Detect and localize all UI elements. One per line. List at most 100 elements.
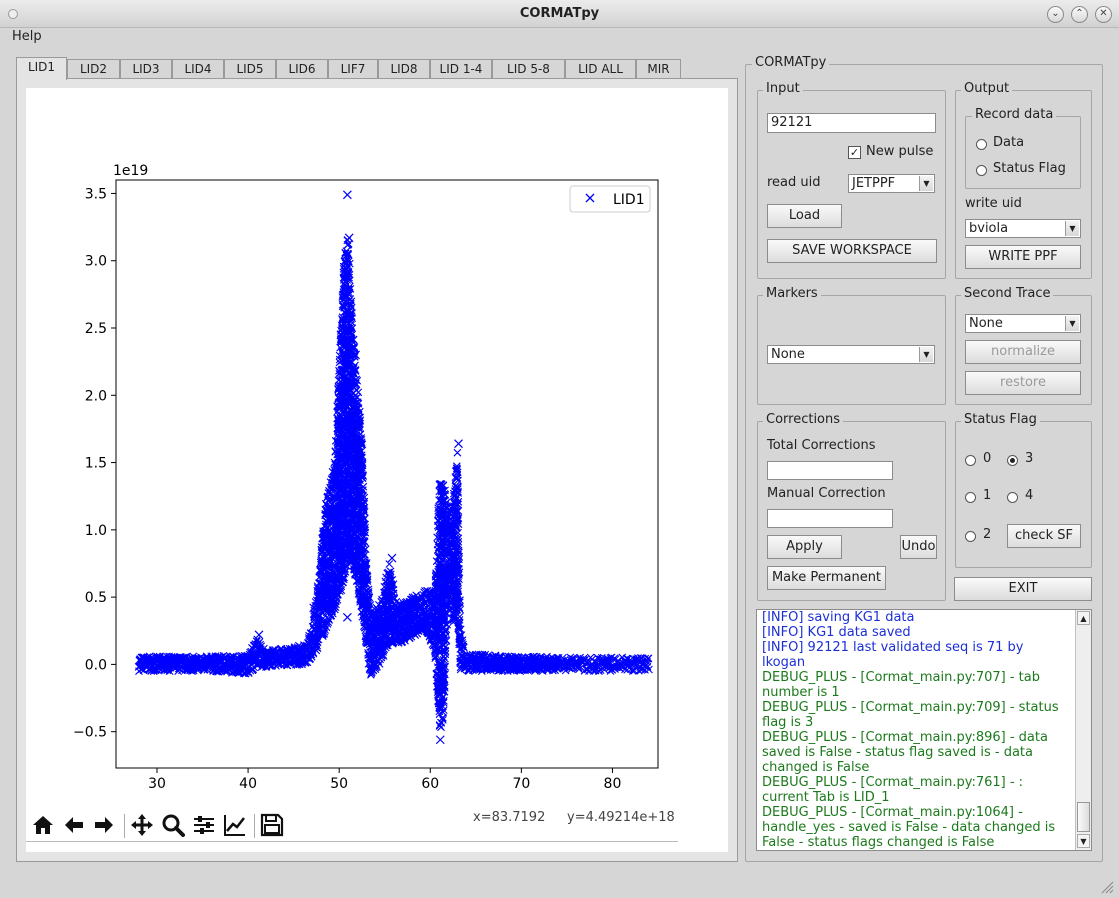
log-lines: [INFO] saving KG1 data [INFO] KG1 data sa… <box>762 610 1068 850</box>
scroll-thumb[interactable] <box>1077 802 1090 832</box>
markers-group <box>757 295 946 405</box>
status-flag-radio-3[interactable] <box>1007 455 1018 466</box>
y-tick-label: 3.5 <box>85 186 107 202</box>
markers-select[interactable]: None ▼ <box>767 345 935 364</box>
output-group-label: Output <box>961 81 1013 96</box>
second-trace-value: None <box>969 316 1003 331</box>
input-group <box>757 90 946 279</box>
legend-box <box>569 185 651 213</box>
load-button[interactable]: Load <box>767 204 842 228</box>
restore-button[interactable]: restore <box>965 371 1081 395</box>
tab-lid-all[interactable]: LID ALL <box>565 59 636 79</box>
back-icon[interactable] <box>61 812 87 838</box>
lid1-data-point <box>454 439 463 449</box>
chevron-down-icon: ▼ <box>1065 221 1079 236</box>
status-flag-label-0: 0 <box>983 451 992 466</box>
second-trace-group-label: Second Trace <box>961 286 1054 301</box>
record-status-flag-radio[interactable] <box>976 165 987 176</box>
tab-lid2[interactable]: LID2 <box>67 59 120 79</box>
status-flag-radio-1[interactable] <box>965 492 976 503</box>
tab-lid6[interactable]: LID6 <box>276 59 328 79</box>
status-flag-radio-0[interactable] <box>965 455 976 466</box>
chevron-down-icon: ▼ <box>1065 316 1079 331</box>
log-line: DEBUG_PLUS - [Cormat_main.py:707] - tab … <box>762 670 1040 700</box>
status-flag-label-3: 3 <box>1025 451 1034 466</box>
forward-icon[interactable] <box>91 812 117 838</box>
configure-subplots-icon[interactable] <box>191 812 217 838</box>
lid1-data-point <box>342 190 352 200</box>
y-tick-label: 2.5 <box>85 321 107 337</box>
maximize-icon[interactable]: ⌃ <box>1071 6 1088 23</box>
resize-grip-icon[interactable] <box>1100 880 1114 894</box>
home-icon[interactable] <box>30 812 56 838</box>
read-uid-select[interactable]: JETPPF ▼ <box>848 174 935 193</box>
lid1-data-point <box>351 350 360 360</box>
check-sf-button[interactable]: check SF <box>1007 524 1081 548</box>
tab-lid1[interactable]: LID1 <box>16 57 67 80</box>
lid1-data-point <box>344 233 354 243</box>
pan-icon[interactable] <box>129 812 155 838</box>
normalize-button[interactable]: normalize <box>965 340 1081 364</box>
toolbar-separator <box>124 814 125 838</box>
minimize-icon[interactable]: ⌄ <box>1047 6 1064 23</box>
tab-lid-5-8[interactable]: LID 5-8 <box>492 59 565 79</box>
total-corrections-field[interactable] <box>767 461 893 480</box>
manual-correction-field[interactable] <box>767 509 893 528</box>
status-flag-radio-4[interactable] <box>1007 492 1018 503</box>
menu-help[interactable]: Help <box>12 29 42 44</box>
log-line: DEBUG_PLUS - [Cormat_main.py:896] - data… <box>762 730 1048 775</box>
x-tick-label: 70 <box>512 776 530 792</box>
tab-lid-1-4[interactable]: LID 1-4 <box>430 59 492 79</box>
exit-button[interactable]: EXIT <box>954 577 1092 601</box>
close-icon[interactable]: ✕ <box>1095 6 1112 23</box>
lid1-data-point <box>435 735 445 745</box>
lid1-data-points <box>134 236 653 732</box>
tab-lid4[interactable]: LID4 <box>172 59 224 79</box>
record-data-radio[interactable] <box>976 139 987 150</box>
write-uid-label: write uid <box>965 196 1022 211</box>
cormatpy-panel <box>745 64 1103 862</box>
plot-canvas[interactable]: 30 40 50 60 70 80 −0.5 0.0 0.5 1.0 1.5 2.0 2.5 3.0 3.5… <box>26 88 728 852</box>
log-line: [INFO] KG1 data saved <box>762 625 911 640</box>
status-flag-group-label: Status Flag <box>961 412 1040 427</box>
save-figure-icon[interactable] <box>259 812 285 838</box>
pulse-number-field[interactable]: 92121 <box>767 113 936 133</box>
tab-lid5[interactable]: LID5 <box>224 59 276 79</box>
make-permanent-button[interactable]: Make Permanent <box>767 566 886 590</box>
new-pulse-checkbox[interactable]: ✓ <box>848 146 861 159</box>
status-flag-radio-2[interactable] <box>965 531 976 542</box>
output-group <box>955 90 1092 279</box>
write-uid-select[interactable]: bviola ▼ <box>965 219 1081 238</box>
window-title: CORMATpy <box>519 6 600 21</box>
save-workspace-button[interactable]: SAVE WORKSPACE <box>767 239 937 263</box>
record-data-group <box>965 116 1081 189</box>
apply-button[interactable]: Apply <box>767 535 842 559</box>
scroll-down-icon[interactable]: ▼ <box>1077 834 1090 848</box>
window-menu-icon[interactable] <box>8 9 18 19</box>
markers-group-label: Markers <box>763 286 821 301</box>
lid1-data-point <box>387 553 397 563</box>
second-trace-select[interactable]: None ▼ <box>965 314 1081 333</box>
corrections-group-label: Corrections <box>763 412 844 427</box>
corrections-group <box>757 421 946 601</box>
edit-axis-icon[interactable] <box>222 812 248 838</box>
log-output[interactable]: [INFO] saving KG1 data [INFO] KG1 data sa… <box>756 609 1092 851</box>
tab-lid3[interactable]: LID3 <box>120 59 172 79</box>
toolbar-separator <box>254 814 255 838</box>
write-ppf-button[interactable]: WRITE PPF <box>965 245 1081 269</box>
plot-toolbar <box>26 806 678 842</box>
tab-lif7[interactable]: LIF7 <box>328 59 378 79</box>
x-tick-label: 60 <box>421 776 439 792</box>
lid1-data-point <box>336 330 346 340</box>
undo-button[interactable]: Undo <box>900 535 937 559</box>
zoom-icon[interactable] <box>160 812 186 838</box>
manual-correction-label: Manual Correction <box>767 486 886 501</box>
tab-mir[interactable]: MIR <box>636 59 681 79</box>
record-status-flag-label: Status Flag <box>993 161 1066 176</box>
scroll-up-icon[interactable]: ▲ <box>1077 611 1090 625</box>
log-scrollbar[interactable]: ▲ ▼ <box>1075 610 1091 850</box>
lid1-chart: 30 40 50 60 70 80 −0.5 0.0 0.5 1.0 1.5 2.0 2.5 3.0 3.5… <box>73 163 659 792</box>
tab-lid8[interactable]: LID8 <box>378 59 430 79</box>
status-flag-label-4: 4 <box>1025 488 1034 503</box>
title-bar <box>0 0 1119 28</box>
